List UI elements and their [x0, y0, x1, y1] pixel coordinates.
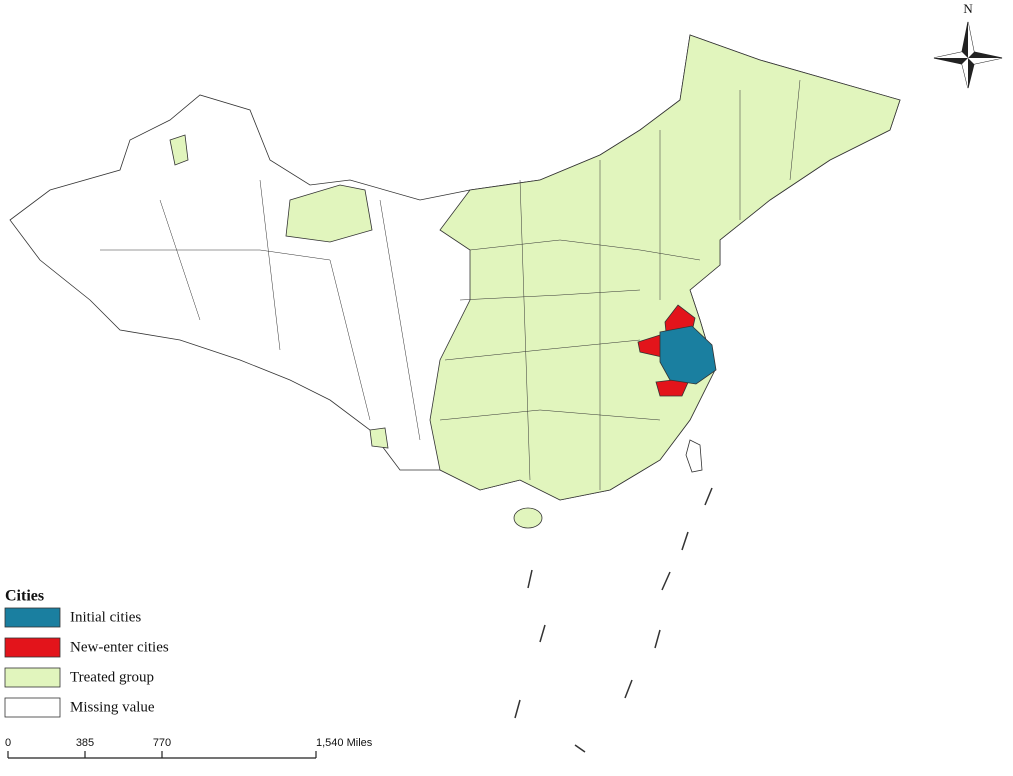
legend-label: Treated group — [70, 669, 154, 685]
legend-label: Initial cities — [70, 609, 141, 625]
north-arrow-icon — [934, 22, 1002, 88]
scale-label: 0 — [5, 737, 11, 749]
legend: Cities Initial cities New-enter cities Tre… — [4, 588, 169, 718]
island — [513, 507, 543, 529]
legend-swatch — [4, 667, 61, 688]
treated-region — [285, 184, 373, 243]
scale-bar: 0 385 770 1,540 Miles — [5, 737, 373, 759]
legend-title: Cities — [5, 588, 44, 605]
initial-region — [659, 325, 717, 385]
legend-swatch — [4, 697, 61, 718]
scale-label: 1,540 Miles — [316, 737, 373, 749]
taiwan — [685, 439, 703, 473]
treated-region — [429, 34, 901, 501]
scale-label: 770 — [153, 737, 171, 749]
legend-swatch — [4, 637, 61, 658]
treated-region — [369, 427, 389, 449]
scale-label: 385 — [76, 737, 94, 749]
country-map — [9, 34, 901, 753]
treated-region — [169, 134, 189, 166]
city-borders — [100, 79, 801, 490]
north-label: N — [963, 1, 973, 16]
legend-label: New-enter cities — [70, 639, 169, 655]
sea-islands — [514, 487, 713, 753]
legend-swatch — [4, 607, 61, 628]
legend-label: Missing value — [70, 699, 155, 715]
north-arrow: N — [933, 1, 1003, 89]
